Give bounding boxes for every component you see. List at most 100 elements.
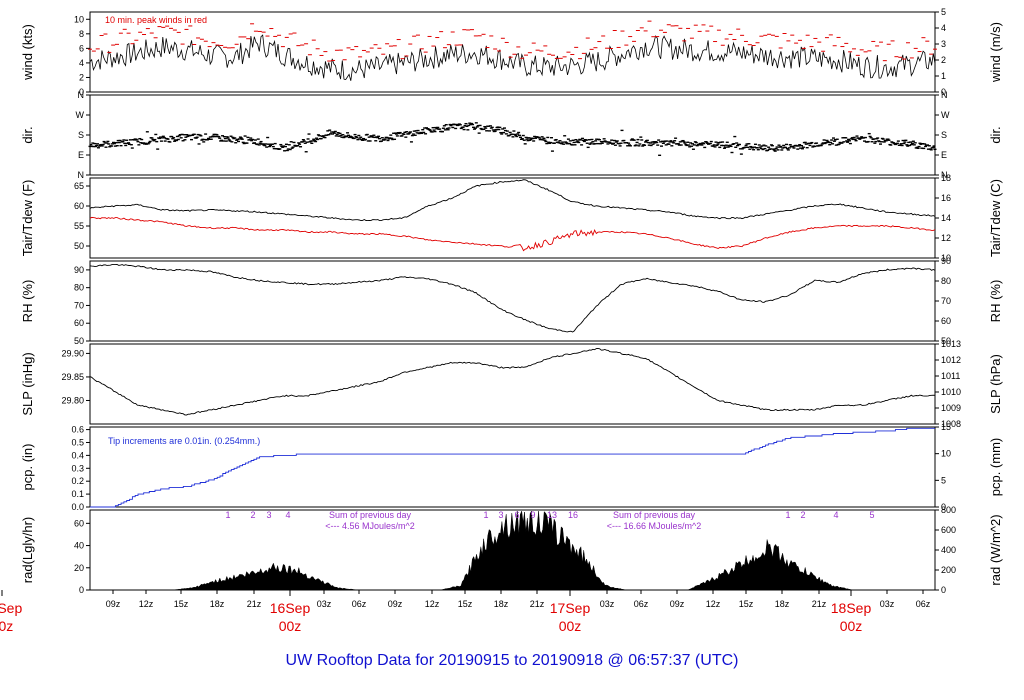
x-tick-label: 09z	[388, 599, 403, 609]
x-tick-label: 15z	[174, 599, 189, 609]
series-Tair	[89, 179, 936, 222]
x-tick-label: 06z	[916, 599, 931, 609]
panel-wind: 0 2 4 6 8 10 0 1 2 3 4 5 wind (kts) wind (m/s) 10 min.…	[20, 7, 1003, 97]
x-tick-label: 09z	[106, 599, 121, 609]
right-tick-label: 600	[941, 525, 956, 535]
right-tick-label: 400	[941, 545, 956, 555]
right-tick-label: 0	[941, 502, 946, 512]
x-tick-label: 18z	[775, 599, 790, 609]
right-tick-label: 60	[941, 316, 951, 326]
y-axis-label-temp: Tair/Tdew (F)	[20, 180, 35, 257]
left-tick-label: 55	[74, 221, 84, 231]
rad-sum-value: <--- 16.66 MJoules/m^2	[607, 521, 702, 531]
right-tick-label: 12	[941, 233, 951, 243]
left-tick-label: 20	[74, 563, 84, 573]
series-wind	[89, 34, 936, 81]
series-peak	[88, 20, 937, 62]
right-tick-label: 3	[941, 39, 946, 49]
left-tick-label: 8	[79, 29, 84, 39]
x-tick-label: 12z	[425, 599, 440, 609]
series-pcp	[90, 427, 935, 508]
sun-hour-mark: 1	[483, 510, 488, 520]
panel-frame-wind	[89, 11, 936, 93]
day-label-time: 00z	[0, 618, 13, 634]
left-tick-label: 60	[74, 201, 84, 211]
series-direction	[88, 122, 937, 156]
x-tick-label: 21z	[247, 599, 262, 609]
left-tick-label: 0	[79, 87, 84, 97]
left-tick-label: 90	[74, 265, 84, 275]
sun-hour-mark: 3	[266, 510, 271, 520]
right-tick-label: E	[941, 150, 947, 160]
left-tick-label: W	[76, 110, 85, 120]
right-tick-label: 90	[941, 256, 951, 266]
right-tick-label: 5	[941, 7, 946, 17]
series-Tdew	[89, 216, 936, 252]
left-tick-label: 29.80	[61, 395, 84, 405]
right-tick-label: 1010	[941, 387, 961, 397]
series-rad	[90, 510, 935, 591]
left-tick-label: S	[78, 130, 84, 140]
x-tick-label: 18z	[494, 599, 509, 609]
right-tick-label: 14	[941, 213, 951, 223]
series-RH	[89, 263, 936, 333]
panel-frame-slp	[89, 343, 936, 425]
right-tick-label: 5	[941, 475, 946, 485]
day-label-time: 00z	[559, 618, 582, 634]
left-tick-label: 0.3	[71, 463, 84, 473]
right-tick-label: N	[941, 170, 948, 180]
right-tick-label: 16	[941, 193, 951, 203]
left-tick-label: 60	[74, 518, 84, 528]
y-axis-label-right-rh: RH (%)	[988, 280, 1003, 323]
sun-hour-mark: 5	[869, 510, 874, 520]
right-tick-label: 10	[941, 449, 951, 459]
left-tick-label: 65	[74, 181, 84, 191]
y-axis-label-pcp: pcp. (in)	[20, 444, 35, 491]
right-tick-label: 70	[941, 296, 951, 306]
chart-title: UW Rooftop Data for 20190915 to 20190918…	[286, 652, 739, 669]
left-tick-label: 4	[79, 58, 84, 68]
x-tick-label: 21z	[812, 599, 827, 609]
right-tick-label: 1012	[941, 355, 961, 365]
left-tick-label: 50	[74, 336, 84, 346]
x-tick-label: 12z	[139, 599, 154, 609]
sun-hour-mark: 4	[833, 510, 838, 520]
right-tick-label: N	[941, 90, 948, 100]
right-tick-label: 0	[941, 87, 946, 97]
pcp-annotation: Tip increments are 0.01in. (0.254mm.)	[108, 436, 260, 446]
y-axis-label-rad: rad(Lgly/hr)	[20, 517, 35, 583]
y-axis-label-dir: dir.	[20, 126, 35, 143]
day-label-date: 17Sep	[550, 600, 591, 616]
day-label-time: 00z	[840, 618, 863, 634]
x-tick-label: 09z	[670, 599, 685, 609]
right-tick-label: 18	[941, 173, 951, 183]
sun-hour-mark: 4	[285, 510, 290, 520]
y-axis-label-right-temp: Tair/Tdew (C)	[988, 179, 1003, 257]
left-tick-label: 29.85	[61, 372, 84, 382]
left-tick-label: 50	[74, 241, 84, 251]
series-SLP	[89, 347, 936, 416]
right-tick-label: W	[941, 110, 950, 120]
panel-slp: 29.80 29.85 29.90 1008 1009 1010 1011 1012 1013 S…	[20, 339, 1003, 429]
right-tick-label: 2	[941, 55, 946, 65]
right-tick-label: 4	[941, 23, 946, 33]
panel-pcp: 0.0 0.1 0.2 0.3 0.4 0.5 0.6 0 5 10 15 pcp. (in) pcp.…	[20, 422, 1003, 512]
x-tick-label: 03z	[317, 599, 332, 609]
x-tick-label: 06z	[352, 599, 367, 609]
right-tick-label: 50	[941, 336, 951, 346]
sun-hour-mark: 2	[250, 510, 255, 520]
x-tick-label: 18z	[210, 599, 225, 609]
x-tick-label: 12z	[706, 599, 721, 609]
left-tick-label: 29.90	[61, 348, 84, 358]
sun-hour-mark: 13	[547, 510, 557, 520]
left-tick-label: 0	[79, 585, 84, 595]
rad-sum-label: Sum of previous day	[329, 510, 412, 520]
right-tick-label: 1013	[941, 339, 961, 349]
sun-hour-mark: 1	[785, 510, 790, 520]
y-axis-label-rh: RH (%)	[20, 280, 35, 323]
y-axis-label-right-wind: wind (m/s)	[988, 22, 1003, 83]
panel-temp: 50 55 60 65 10 12 14 16 18 Tair/Tdew (F) Tair/Tdew…	[20, 173, 1003, 263]
